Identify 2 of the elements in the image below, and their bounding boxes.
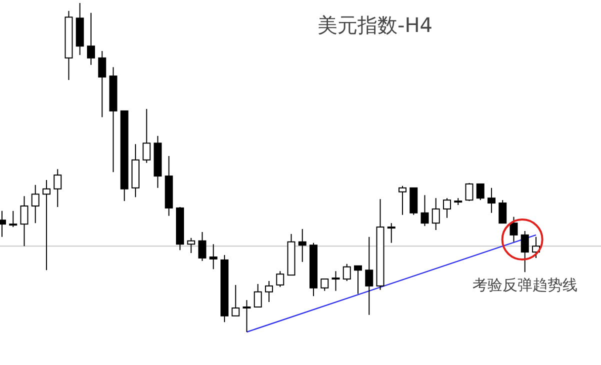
annotation: 考验反弹趋势线 (472, 276, 578, 294)
text: 美元指数-H4 (318, 13, 432, 37)
